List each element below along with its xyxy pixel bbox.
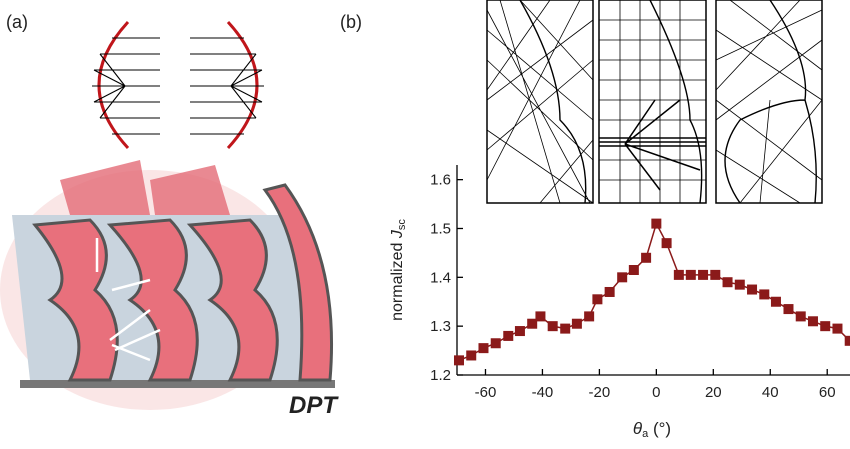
data-point bbox=[592, 294, 602, 304]
data-point bbox=[548, 321, 558, 331]
x-tick-label: -20 bbox=[589, 384, 611, 401]
panel-label: (b) bbox=[340, 12, 362, 32]
data-point bbox=[617, 272, 627, 282]
data-point bbox=[710, 270, 720, 280]
x-tick-label: -60 bbox=[475, 384, 497, 401]
data-point bbox=[572, 319, 582, 329]
data-point bbox=[629, 265, 639, 275]
data-point bbox=[771, 297, 781, 307]
data-point bbox=[535, 311, 545, 321]
data-point bbox=[723, 277, 733, 287]
y-tick-label: 1.5 bbox=[430, 220, 451, 237]
mirror-diagram bbox=[92, 22, 264, 148]
data-point bbox=[454, 355, 464, 365]
data-point bbox=[560, 324, 570, 334]
data-point bbox=[783, 304, 793, 314]
x-label-unit: (°) bbox=[648, 419, 671, 438]
data-point bbox=[503, 331, 513, 341]
x-tick-label: -40 bbox=[532, 384, 554, 401]
data-point bbox=[605, 287, 615, 297]
y-tick-label: 1.6 bbox=[430, 172, 451, 189]
data-point bbox=[491, 338, 501, 348]
data-point bbox=[747, 285, 757, 295]
panel-label: (a) bbox=[6, 12, 28, 32]
data-line bbox=[459, 224, 850, 361]
data-point bbox=[641, 253, 651, 263]
data-point bbox=[674, 270, 684, 280]
data-point bbox=[820, 321, 830, 331]
ray-trace-insets bbox=[487, 0, 822, 203]
y-label-subscript: sc bbox=[396, 219, 408, 231]
data-point bbox=[651, 219, 661, 229]
device-label: DPT bbox=[289, 392, 339, 419]
data-point bbox=[735, 280, 745, 290]
y-tick-label: 1.3 bbox=[430, 318, 451, 335]
data-point bbox=[796, 311, 806, 321]
data-point bbox=[662, 238, 672, 248]
data-point bbox=[584, 311, 594, 321]
data-point bbox=[686, 270, 696, 280]
y-label-text: normalized bbox=[389, 238, 406, 321]
data-point bbox=[698, 270, 708, 280]
data-point bbox=[515, 326, 525, 336]
x-tick-label: 20 bbox=[705, 384, 722, 401]
data-point bbox=[466, 350, 476, 360]
device-illustration bbox=[0, 160, 335, 410]
x-tick-label: 60 bbox=[819, 384, 836, 401]
y-tick-label: 1.4 bbox=[430, 269, 451, 286]
y-tick-label: 1.2 bbox=[430, 367, 451, 384]
data-point bbox=[478, 343, 488, 353]
x-tick-label: 40 bbox=[762, 384, 779, 401]
x-axis-label: θa (°) bbox=[633, 419, 671, 440]
x-tick-label: 0 bbox=[652, 384, 660, 401]
data-point bbox=[832, 324, 842, 334]
data-point bbox=[759, 289, 769, 299]
data-point bbox=[845, 336, 850, 346]
figure: (a) (b) DPT 1.2 1.3 1.4 1.5 1.6 -60 bbox=[0, 0, 850, 444]
data-point bbox=[808, 316, 818, 326]
y-axis-label: normalized Jsc bbox=[389, 219, 408, 321]
